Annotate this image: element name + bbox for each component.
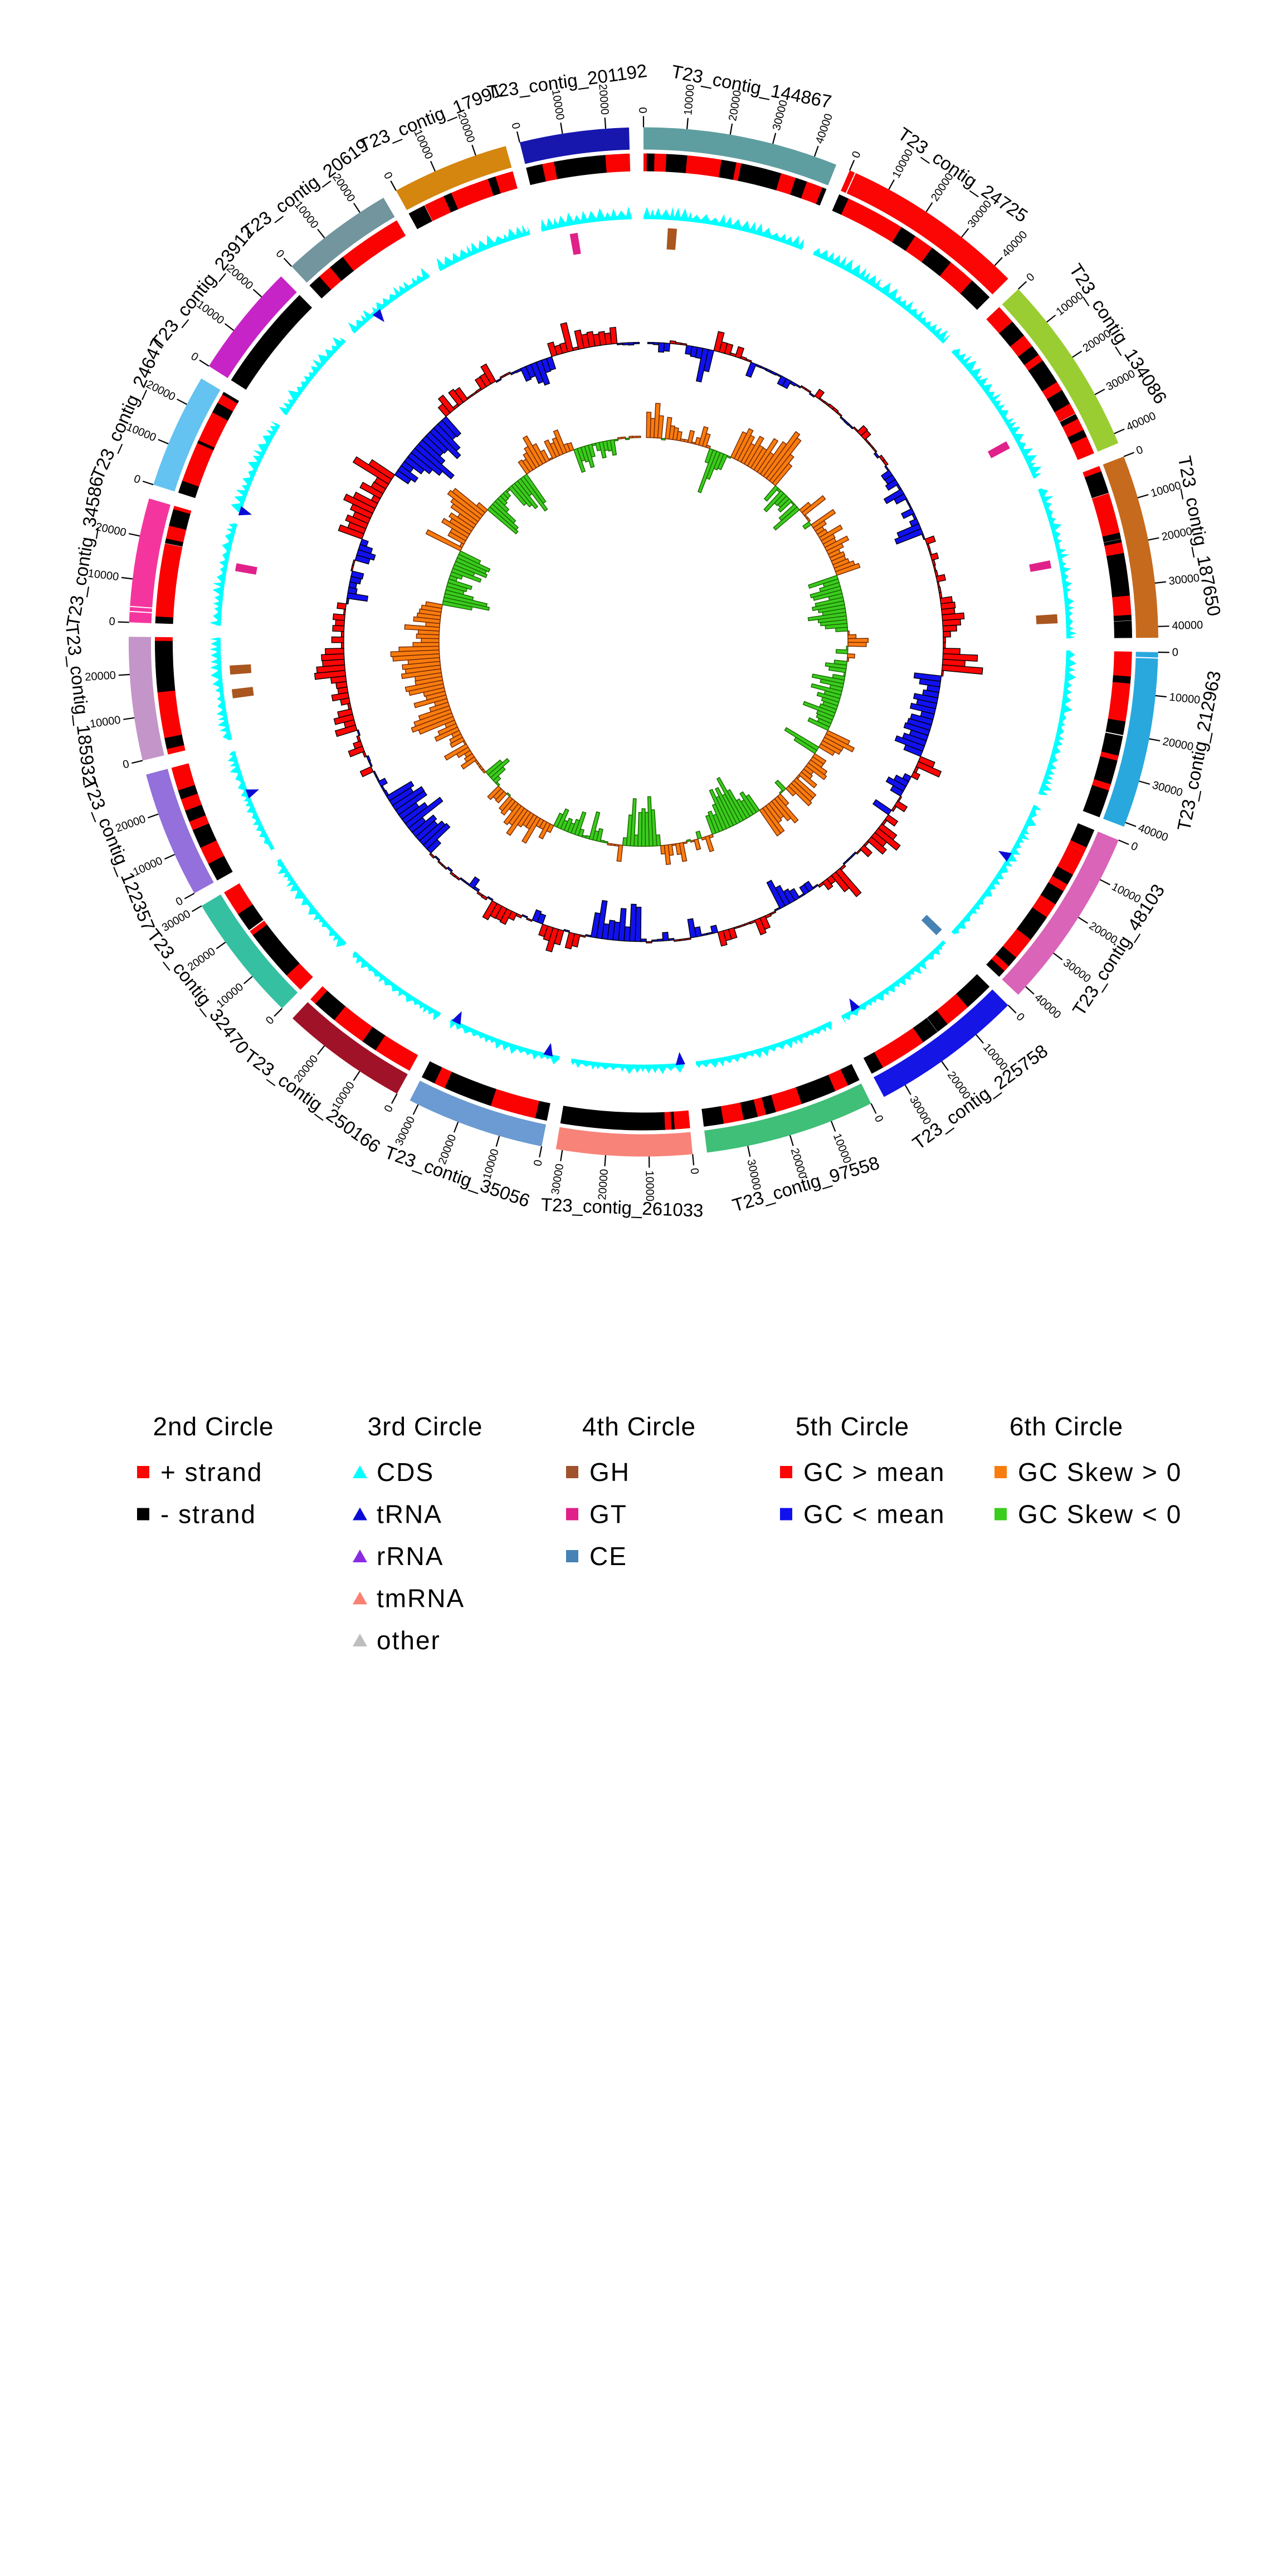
svg-text:tmRNA: tmRNA xyxy=(377,1584,465,1613)
svg-text:GH: GH xyxy=(589,1458,630,1487)
svg-text:0: 0 xyxy=(1172,647,1179,659)
svg-text:tRNA: tRNA xyxy=(377,1500,442,1529)
svg-text:5th Circle: 5th Circle xyxy=(796,1412,909,1441)
svg-text:2nd Circle: 2nd Circle xyxy=(153,1412,274,1441)
svg-text:0: 0 xyxy=(688,1167,701,1175)
svg-text:CDS: CDS xyxy=(377,1458,434,1487)
svg-text:- strand: - strand xyxy=(160,1500,256,1529)
svg-text:20000: 20000 xyxy=(596,1169,611,1200)
svg-text:20000: 20000 xyxy=(85,669,116,683)
svg-text:CE: CE xyxy=(589,1542,627,1571)
svg-text:GC < mean: GC < mean xyxy=(803,1500,945,1529)
svg-text:other: other xyxy=(377,1626,441,1655)
svg-text:10000: 10000 xyxy=(643,1170,656,1201)
svg-text:3rd Circle: 3rd Circle xyxy=(368,1412,483,1441)
svg-text:10000: 10000 xyxy=(682,84,697,116)
svg-text:GC Skew < 0: GC Skew < 0 xyxy=(1018,1500,1182,1529)
svg-text:rRNA: rRNA xyxy=(377,1542,443,1571)
svg-text:40000: 40000 xyxy=(1172,619,1203,632)
svg-text:0: 0 xyxy=(109,615,115,628)
svg-text:GT: GT xyxy=(589,1500,627,1529)
svg-text:+ strand: + strand xyxy=(160,1458,263,1487)
svg-text:6th Circle: 6th Circle xyxy=(1010,1412,1123,1441)
svg-text:0: 0 xyxy=(637,107,650,113)
svg-text:20000: 20000 xyxy=(596,84,611,115)
svg-text:GC > mean: GC > mean xyxy=(803,1458,945,1487)
svg-text:4th Circle: 4th Circle xyxy=(582,1412,696,1441)
svg-text:GC Skew > 0: GC Skew > 0 xyxy=(1018,1458,1182,1487)
